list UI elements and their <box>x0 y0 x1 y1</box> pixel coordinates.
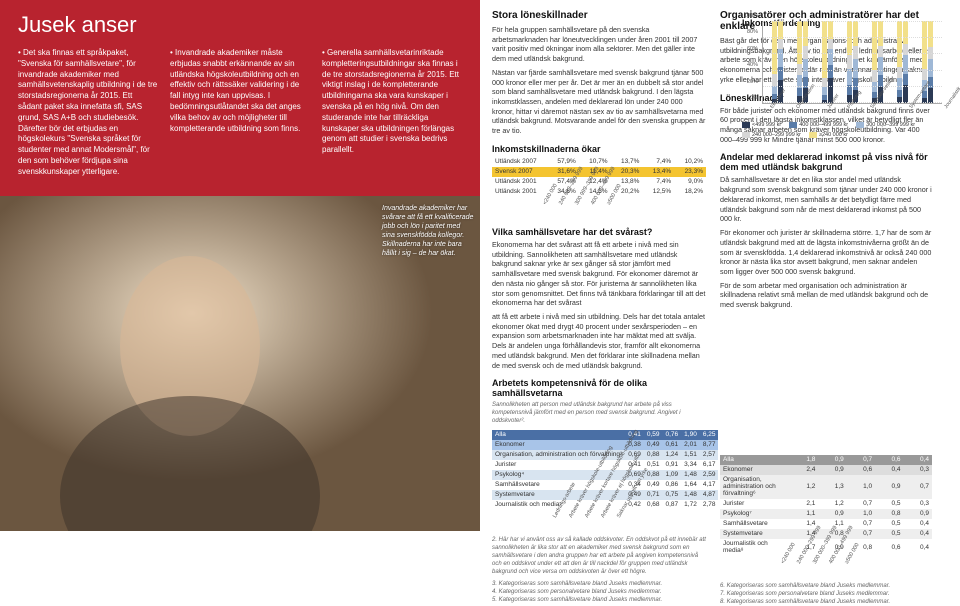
table-row: Ekonomer2,40,90,60,40,3 <box>720 465 932 475</box>
chart-legend: <499 999 kr400 000–499 999 kr300 000–399… <box>742 122 942 138</box>
para-stora-1: För hela gruppen samhällsvetare på den s… <box>492 25 706 64</box>
table-row: Samhällsvetare1,41,10,70,50,4 <box>720 519 932 529</box>
photo-caption: Invandrade akademiker har svårare att få… <box>382 204 474 259</box>
table-row: Organisation, administration och förvalt… <box>720 475 932 499</box>
para-vilka-2: att få ett arbete i nivå med sin utbildn… <box>492 312 706 370</box>
komp-sub: Sannolikheten att person med utländsk ba… <box>492 401 706 425</box>
para-andel-2: För ekonomer och jurister är skillnadern… <box>720 228 932 277</box>
heading-stora: Stora löneskillnader <box>492 10 706 21</box>
heading-komp: Arbetets kompetensnivå för de olika samh… <box>492 378 706 398</box>
heading-andel: Andelar med deklarerad inkomst på viss n… <box>720 152 932 172</box>
income-axis: <240 000240 999–299 999300 999–399 99940… <box>492 203 706 209</box>
right-col-2: Organisatörer och administratörer har de… <box>720 10 932 555</box>
table-row: Psykolog⁷1,10,91,00,80,9 <box>720 509 932 519</box>
income-chart: 0%20%40%60%80%100% EkonomerOrganisationJ… <box>742 22 942 118</box>
opinion-title: Jusek anser <box>18 12 462 38</box>
photo-area: Invandrade akademiker har svårare att få… <box>0 196 480 531</box>
para-stora-2: Nästan var fjärde samhällsvetare med sve… <box>492 68 706 136</box>
table-row: Jurister2,11,20,70,50,3 <box>720 499 932 509</box>
left-page: Jusek anser • Det ska finnas ett språkpa… <box>0 0 480 565</box>
komp-table: Alla0,410,590,761,906,25Ekonomer0,380,49… <box>492 430 718 510</box>
para-andel-3: För de som arbetar med organisation och … <box>720 281 932 310</box>
komp-axis: Lednings-arbeteArbete kräver högskole-ut… <box>492 516 706 522</box>
right-page: Stora löneskillnader För hela gruppen sa… <box>480 0 960 565</box>
table-row: Ekonomer0,380,490,612,018,77 <box>492 440 718 450</box>
opinion-col3: • Generella samhällsvetarinriktade kompl… <box>322 48 462 156</box>
opinion-block: Jusek anser • Det ska finnas ett språkpa… <box>0 0 480 196</box>
heading-vilka: Vilka samhällsvetare har det svårast? <box>492 227 706 237</box>
opinion-col2: • Invandrade akademiker måste erbjudas s… <box>170 48 310 134</box>
opinion-col1: • Det ska finnas ett språkpaket, "Svensk… <box>18 48 158 178</box>
table-row: Utländsk 200757,9%10,7%13,7%7,4%10,2% <box>492 157 706 167</box>
foot-komp-1: 2. Här har vi använt oss av så kallade o… <box>492 536 706 576</box>
right-col-1: Stora löneskillnader För hela gruppen sa… <box>492 10 706 555</box>
para-vilka-1: Ekonomerna har det svårast att få ett ar… <box>492 240 706 308</box>
heading-ink: Inkomstskillnaderna ökar <box>492 144 706 154</box>
para-andel-1: Då samhällsvetare är det en lika stor an… <box>720 175 932 224</box>
foot-komp-2: 3. Kategoriseras som samhällsvetare blan… <box>492 580 706 604</box>
foot-andel: 6. Kategoriseras som samhällsvetare blan… <box>720 582 932 606</box>
